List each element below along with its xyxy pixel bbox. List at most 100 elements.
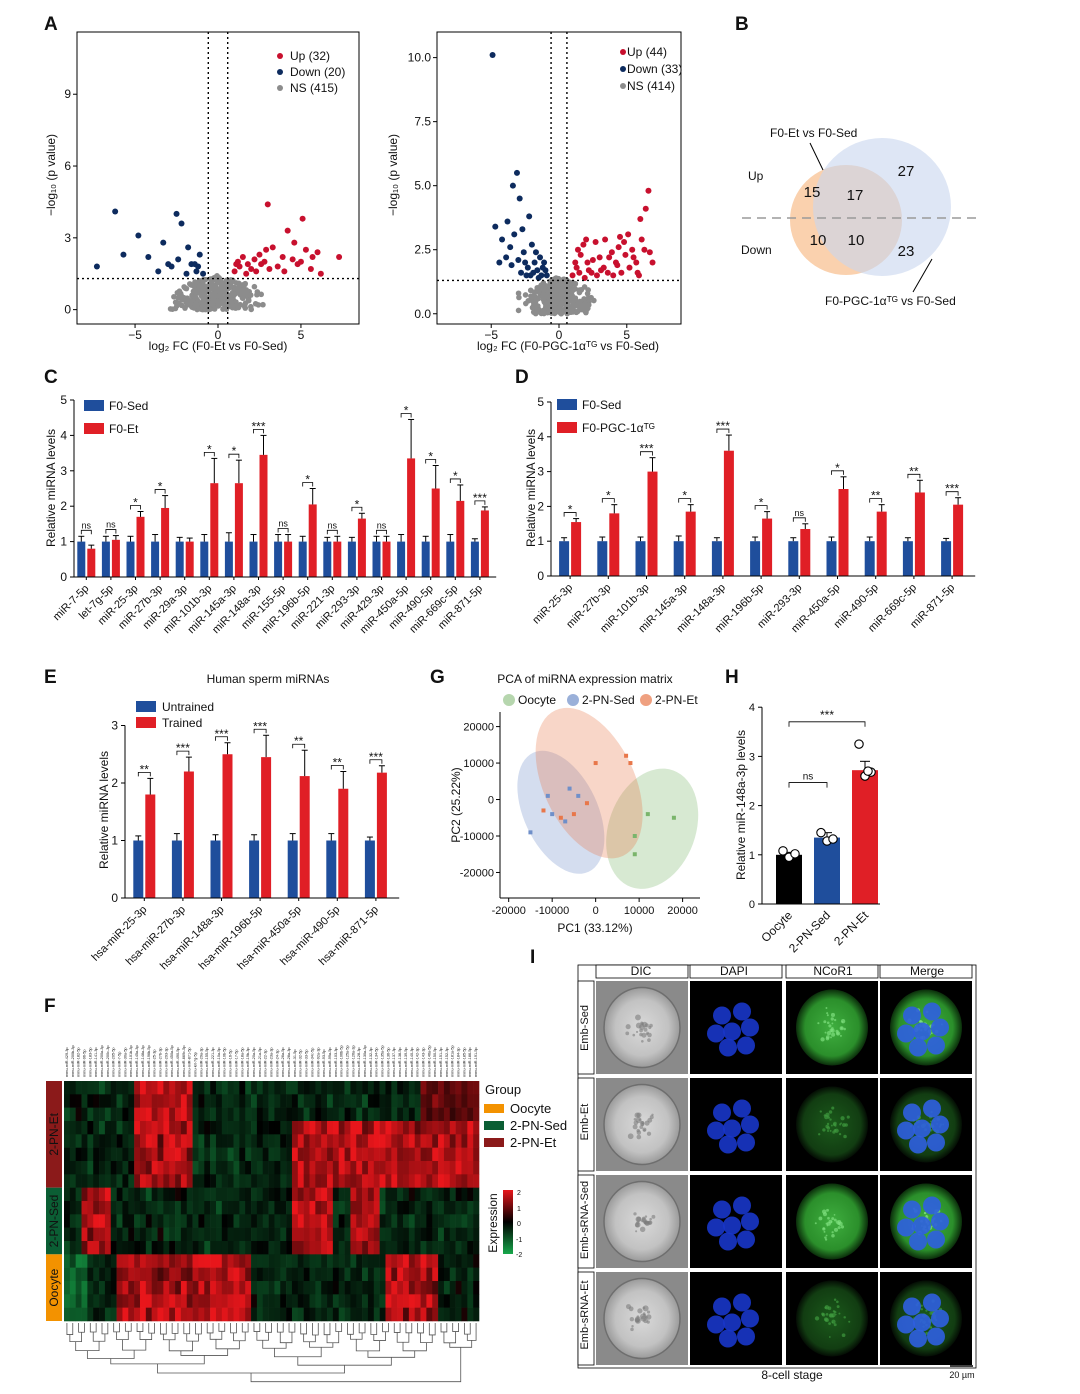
d-sig-bracket	[563, 512, 577, 517]
f-heatmap-cell	[198, 1187, 205, 1202]
f-heatmap-cell	[297, 1307, 304, 1322]
f-heatmap-cell	[461, 1134, 468, 1148]
f-heatmap-cell	[87, 1147, 94, 1162]
a2-ns-point	[551, 300, 558, 307]
f-heatmap-cell	[245, 1161, 252, 1175]
f-heatmap-cell	[455, 1147, 462, 1162]
i-dic-granule	[636, 1134, 642, 1140]
f-heatmap-cell	[385, 1187, 392, 1202]
a1-down-point	[200, 270, 207, 277]
f-heatmap-cell	[157, 1134, 164, 1148]
f-heatmap-cell	[81, 1281, 88, 1295]
a1-up-point	[336, 253, 343, 260]
f-heatmap-cell	[122, 1121, 129, 1135]
a2-up-point	[642, 205, 649, 212]
f-heatmap-cell	[467, 1121, 474, 1135]
c-bar-control	[126, 541, 135, 577]
f-heatmap-cell	[280, 1241, 287, 1255]
f-group-block	[46, 1254, 62, 1321]
f-heatmap-cell	[443, 1174, 451, 1188]
f-heatmap-cell	[438, 1107, 445, 1122]
f-heatmap-cell	[297, 1107, 304, 1122]
c-sig-label: ns	[278, 519, 288, 529]
i-ncor1-speckle	[827, 1216, 830, 1220]
a2-up-point	[569, 272, 576, 279]
f-heatmap-cell	[157, 1281, 164, 1295]
panel-label-d: D	[515, 367, 529, 388]
f-dendrogram-branch	[355, 1339, 381, 1352]
f-heatmap-cell	[128, 1254, 135, 1268]
f-heatmap-cell	[239, 1254, 246, 1268]
f-heatmap-cell	[356, 1307, 363, 1322]
i-col-ncor1: NCoR1	[813, 964, 853, 978]
i-nucleus	[713, 1006, 731, 1025]
panel-b-venn: Up Down F0-Et vs F0-Sed F0-PGC-1αᵀᴳ vs F…	[741, 126, 980, 308]
a2-ns-point	[577, 298, 583, 305]
f-heatmap-cell	[64, 1094, 71, 1108]
f-heatmap-cell	[350, 1281, 357, 1295]
f-heatmap-cell	[473, 1174, 480, 1188]
f-heatmap-cell	[110, 1187, 117, 1202]
a2-down-point	[513, 169, 520, 176]
a1-up-point	[251, 256, 258, 263]
f-heatmap-cell	[303, 1307, 310, 1322]
f-column-label: mmu-miR-32-5p	[299, 1050, 303, 1077]
f-heatmap-cell	[64, 1227, 71, 1242]
f-heatmap-cell	[75, 1187, 82, 1202]
venn-row-down: Down	[741, 243, 772, 257]
f-heatmap-cell	[64, 1307, 71, 1322]
f-heatmap-cell	[449, 1121, 456, 1135]
i-ncor1-speckle	[833, 1018, 837, 1022]
f-heatmap-cell	[303, 1107, 310, 1122]
f-heatmap-cell	[443, 1121, 451, 1135]
f-heatmap-cell	[438, 1254, 445, 1268]
f-heatmap-cell	[180, 1187, 188, 1202]
f-heatmap-cell	[438, 1134, 445, 1148]
f-heatmap-cell	[122, 1201, 129, 1215]
e-legend-trained-swatch	[136, 717, 156, 728]
a2-ylabel: −log₁₀ (p value)	[386, 134, 400, 216]
f-heatmap-cell	[145, 1254, 152, 1268]
g-legend-et: 2-PN-Et	[655, 693, 698, 707]
f-column-label: mmu-miR-29a-3p	[199, 1047, 203, 1077]
f-column-label: mmu-miR-134-5p	[375, 1047, 379, 1077]
f-heatmap-cell	[251, 1094, 258, 1108]
e-sig-label: **	[333, 756, 343, 770]
f-heatmap-cell	[268, 1201, 275, 1215]
a1-down-point	[193, 268, 200, 275]
c-bar-control	[347, 541, 356, 577]
f-heatmap-cell	[321, 1254, 328, 1268]
f-dendrogram-branch	[443, 1331, 457, 1344]
d-sig-bracket	[907, 473, 921, 479]
f-heatmap-cell	[344, 1241, 351, 1255]
c-bar-control	[151, 541, 160, 577]
f-heatmap-cell	[233, 1267, 240, 1282]
f-column-label: mmu-miR-137-3p	[392, 1047, 396, 1077]
f-heatmap-cell	[110, 1307, 117, 1322]
f-heatmap-cell	[104, 1134, 112, 1148]
f-heatmap-cell	[204, 1134, 211, 1148]
f-heatmap-cell	[210, 1187, 217, 1202]
i-ncor1-speckle	[838, 1312, 841, 1315]
g-xtick-label: -20000	[492, 905, 526, 917]
f-heatmap-cell	[145, 1107, 152, 1122]
d-ytick-label: 2	[537, 499, 544, 513]
f-heatmap-cell	[192, 1094, 199, 1108]
f-column-label: mmu-miR-136-5p	[386, 1047, 390, 1077]
f-heatmap-cell	[69, 1187, 76, 1202]
a2-ns-point	[540, 291, 547, 298]
c-ytick-label: 1	[60, 535, 67, 549]
f-heatmap-cell	[414, 1161, 421, 1175]
f-heatmap-cell	[93, 1307, 100, 1322]
f-heatmap-cell	[303, 1241, 310, 1255]
f-heatmap-cell	[362, 1254, 369, 1268]
f-heatmap-cell	[350, 1134, 357, 1148]
f-heatmap-cell	[169, 1121, 176, 1135]
f-heatmap-cell	[420, 1294, 427, 1308]
i-ncor1-speckle	[826, 1122, 830, 1126]
d-bar-control	[788, 541, 799, 576]
f-heatmap-cell	[350, 1227, 357, 1242]
f-heatmap-cell	[227, 1227, 234, 1242]
i-ncor1-speckle	[824, 1031, 827, 1034]
f-heatmap-cell	[198, 1307, 205, 1322]
